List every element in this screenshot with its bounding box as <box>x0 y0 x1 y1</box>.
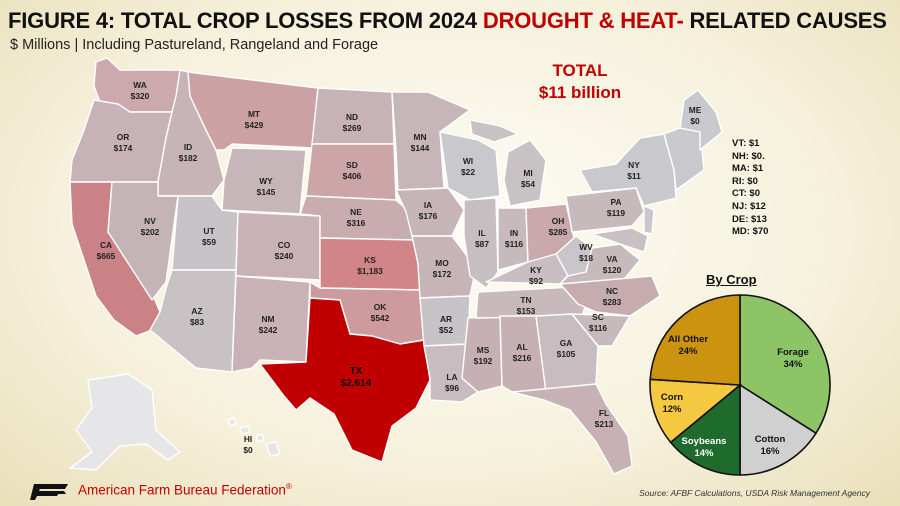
label-WY: WY $145 <box>257 176 276 197</box>
label-SD: SD $406 <box>343 160 362 181</box>
total-value: $11 billion <box>538 83 622 102</box>
state-NV <box>107 181 179 301</box>
pie-label-cotton: Cotton 16% <box>755 434 786 457</box>
pie-slice-cotton <box>739 383 818 476</box>
state-AK <box>69 373 181 471</box>
label-ND: ND $269 <box>343 112 362 133</box>
label-CA: CA $665 <box>97 240 116 261</box>
state-SC <box>571 313 631 347</box>
label-TX: TX $2,614 <box>341 366 372 389</box>
label-MO: MO $172 <box>433 258 452 279</box>
label-NM: NM $242 <box>259 314 278 335</box>
label-MI: MI $54 <box>521 168 535 189</box>
total-label: TOTAL <box>552 61 608 80</box>
state-WI <box>439 131 501 201</box>
label-ME: ME $0 <box>689 105 702 126</box>
state-NJ <box>643 205 655 235</box>
state-MI <box>503 139 547 207</box>
label-NV: NV $202 <box>141 216 160 237</box>
label-SC: SC $116 <box>589 312 608 333</box>
small-state-entry: MA: $1 <box>732 163 764 175</box>
small-state-entry: MD: $70 <box>732 226 769 238</box>
label-NY: NY $11 <box>627 160 641 181</box>
label-VA: VA $120 <box>603 254 622 275</box>
label-GA: GA $105 <box>557 338 576 359</box>
label-AZ: AZ $83 <box>190 306 204 327</box>
label-AR: AR $52 <box>439 314 453 335</box>
label-LA: LA $96 <box>445 372 459 393</box>
pie-label-forage: Forage 34% <box>777 347 809 370</box>
pie-label-corn: Corn 12% <box>661 392 683 415</box>
title-part-2: RELATED CAUSES <box>683 8 887 33</box>
label-ID: ID $182 <box>179 142 198 163</box>
state-MI-up <box>469 119 519 143</box>
small-states-list: VT: $1 NH: $0. MA: $1 RI: $0 CT: $0 NJ: … <box>732 138 768 239</box>
pie-slice-corn <box>649 378 743 444</box>
label-HI: HI $0 <box>243 434 253 455</box>
state-FL <box>511 383 633 475</box>
label-AL: AL $216 <box>513 342 532 363</box>
small-state-entry: CT: $0 <box>732 188 760 200</box>
pie-title: By Crop <box>706 272 757 287</box>
pie-label-all-other: All Other 24% <box>668 334 708 357</box>
state-IL <box>463 197 499 289</box>
source-note: Source: AFBF Calculations, USDA Risk Man… <box>639 488 870 498</box>
org-name: American Farm Bureau Federation <box>78 482 286 498</box>
pie-slices <box>649 294 831 476</box>
label-UT: UT $59 <box>202 226 216 247</box>
title-highlight: DROUGHT & HEAT- <box>482 8 684 33</box>
state-TX <box>259 297 431 463</box>
registered-mark: ® <box>285 482 292 491</box>
label-MT: MT $429 <box>245 109 264 130</box>
chart-subtitle: $ Millions | Including Pastureland, Rang… <box>10 37 379 53</box>
label-MS: MS $192 <box>474 345 493 366</box>
state-MN <box>391 91 471 191</box>
label-IL: IL $87 <box>475 228 489 249</box>
total-callout: TOTAL $11 billion <box>530 60 630 104</box>
label-CO: CO $240 <box>275 240 294 261</box>
pie-slice-all-other <box>649 294 741 386</box>
label-KS: KS $1,183 <box>357 255 383 276</box>
state-labels: WA $320 OR $174 CA $665 ID $182 NV $202 MT $42… <box>97 80 702 455</box>
label-MN: MN $144 <box>411 132 430 153</box>
label-OK: OK $542 <box>371 302 390 323</box>
pie-labels: Forage 34% Cotton 16% Soybeans 14% Corn 12% … <box>661 334 809 459</box>
small-state-entry: NJ: $12 <box>732 200 766 212</box>
label-KY: KY $92 <box>529 265 543 286</box>
chart-title: FIGURE 4: TOTAL CROP LOSSES FROM 2024 DR… <box>8 8 887 34</box>
label-NE: NE $316 <box>347 207 366 228</box>
label-IN: IN $116 <box>505 228 524 249</box>
small-state-entry: DE: $13 <box>732 213 767 225</box>
small-state-entry: VT: $1 <box>732 138 760 149</box>
title-part-1: FIGURE 4: TOTAL CROP LOSSES FROM 2024 <box>8 8 483 33</box>
small-state-entry: RI: $0 <box>732 175 758 187</box>
state-HI <box>227 417 281 457</box>
state-PA <box>565 187 645 233</box>
label-FL: FL $213 <box>595 408 614 429</box>
label-OR: OR $174 <box>114 132 133 153</box>
afbf-logo <box>30 484 68 500</box>
label-IA: IA $176 <box>419 200 438 221</box>
state-NM <box>231 275 311 373</box>
label-NC: NC $283 <box>603 286 622 307</box>
crop-pie-chart: Forage 34% Cotton 16% Soybeans 14% Corn 12% … <box>649 294 831 476</box>
footer-organization: American Farm Bureau Federation® <box>78 482 292 498</box>
state-MD-DE <box>591 227 649 253</box>
label-TN: TN $153 <box>517 295 536 316</box>
label-WI: WI $22 <box>461 156 475 177</box>
label-PA: PA $119 <box>607 197 626 218</box>
state-shapes <box>69 57 723 475</box>
state-WY <box>221 147 307 215</box>
state-ME <box>679 89 723 151</box>
label-WV: WV $18 <box>579 242 593 263</box>
small-state-entry: NH: $0. <box>732 150 765 162</box>
pie-slice-soybeans <box>669 383 741 476</box>
state-GA <box>535 313 599 393</box>
label-WA: WA $320 <box>131 80 150 101</box>
pie-label-soybeans: Soybeans 14% <box>682 436 727 459</box>
label-OH: OH $285 <box>549 216 568 237</box>
